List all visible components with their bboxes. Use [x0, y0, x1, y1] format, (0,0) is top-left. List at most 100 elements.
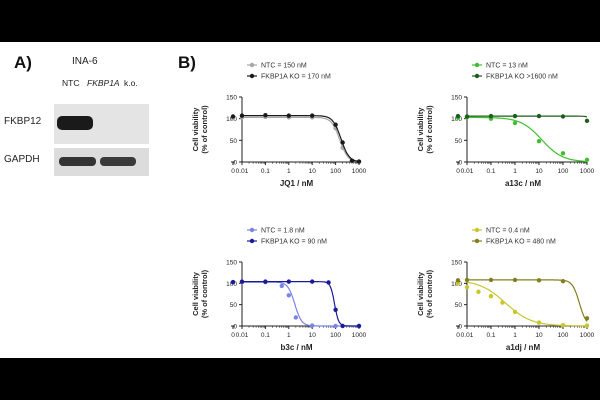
series-0-point [333, 323, 338, 329]
series-1-point [333, 122, 338, 127]
series-0-point [286, 293, 291, 298]
series-0-point [584, 323, 590, 328]
y-axis-label: Cell viability [191, 271, 200, 316]
y-tick-label: 150 [226, 95, 237, 102]
series-1-point [560, 114, 566, 119]
y-tick-label: 0 [458, 324, 462, 331]
x-tick-label: 1 [287, 168, 291, 175]
y-axis-label: Cell viability [416, 107, 425, 152]
legend-entry: NTC = 13 nM [486, 63, 528, 70]
cell-line-label: INA-6 [72, 56, 98, 67]
y-tick-label: 150 [226, 260, 237, 267]
series-0-fit-curve [242, 281, 359, 327]
panel-b-letter: B) [178, 53, 196, 72]
series-1-point [239, 279, 245, 284]
lane-label-fkbp1a: FKBP1A [87, 78, 120, 88]
x-tick-label: 10 [535, 332, 543, 339]
x-tick-label: 1000 [352, 168, 367, 175]
series-0-fit-curve [466, 281, 587, 327]
x-tick-label: 1000 [580, 168, 595, 175]
series-1-point [310, 279, 315, 284]
legend-entry: FKBP1A KO = 170 nM [261, 74, 331, 81]
series-1-point [340, 323, 345, 329]
legend-entry: FKBP1A KO >1600 nM [486, 74, 558, 81]
series-1-point [230, 114, 236, 119]
x-tick-label: 100 [558, 332, 569, 339]
series-1-point [349, 158, 355, 163]
series-0-point [464, 284, 470, 290]
x-tick-label: 1000 [580, 332, 595, 339]
series-1-point [333, 307, 338, 312]
x-tick-label: 0.1 [261, 168, 270, 175]
y-tick-label: 50 [455, 138, 463, 145]
bottom-black-bar [0, 358, 600, 400]
x-tick-label: 0 [231, 168, 235, 175]
series-1-point [464, 277, 470, 283]
y-axis-label-secondary: (% of control) [425, 269, 434, 318]
series-1-point [488, 113, 494, 119]
chart-b3c: 0 50 100 150 0 0.01 0.1 1 10 100 1000 b3c / nM Cell … [191, 228, 367, 353]
series-1-point [512, 277, 518, 283]
series-1-point [263, 113, 268, 118]
y-tick-label: 100 [226, 281, 237, 288]
x-tick-label: 10 [535, 168, 543, 175]
legend-marker [474, 227, 480, 233]
x-axis-label: b3c / nM [280, 343, 312, 352]
x-tick-label: 1 [513, 332, 517, 339]
x-tick-label: 100 [558, 168, 569, 175]
series-1-point [560, 279, 566, 284]
series-1-point [464, 114, 470, 119]
blot-band-gapdh-ko [100, 157, 136, 166]
row-label-fkbp12: FKBP12 [4, 116, 42, 127]
x-tick-label: 1000 [352, 332, 367, 339]
blot-band-fkbp12-ntc [57, 116, 93, 130]
series-1-point [340, 140, 345, 145]
series-1-point [263, 279, 268, 284]
y-tick-label: 150 [451, 95, 462, 102]
series-1-fit-curve [242, 281, 359, 327]
legend-marker [474, 238, 480, 244]
y-tick-label: 50 [230, 138, 238, 145]
series-0-point [536, 320, 542, 325]
legend-entry: NTC = 0.4 nM [486, 228, 530, 235]
x-tick-label: 0.01 [236, 168, 249, 175]
series-1-point [536, 113, 542, 119]
x-axis-label: a1dj / nM [506, 343, 541, 352]
series-1-point [286, 113, 291, 118]
series-1-fit-curve [467, 115, 588, 118]
x-tick-label: 10 [309, 168, 317, 175]
legend-marker [249, 238, 255, 244]
series-0-point [512, 309, 518, 315]
x-tick-label: 0.1 [261, 332, 270, 339]
panel-a: A) INA-6 NTC FKBP1A k.o. FKBP12 GAPDH [4, 53, 149, 176]
x-tick-label: 0 [456, 168, 460, 175]
series-0-point [536, 139, 542, 144]
legend-marker [249, 227, 255, 233]
legend-marker [474, 73, 480, 79]
top-black-bar [0, 0, 600, 42]
series-0-point [560, 151, 566, 156]
series-0-point [500, 300, 505, 305]
legend-entry: NTC = 150 nM [261, 63, 307, 70]
series-1-point [356, 159, 362, 164]
series-0-point [488, 293, 494, 299]
x-tick-label: 0.01 [236, 332, 249, 339]
x-tick-label: 0 [456, 332, 460, 339]
series-1-point [584, 118, 590, 124]
series-0-point [584, 157, 590, 163]
legend-marker [474, 62, 480, 68]
series-0-point [310, 323, 315, 328]
y-tick-label: 50 [230, 302, 238, 309]
series-0-point [512, 120, 518, 126]
series-1-point [512, 113, 518, 119]
x-tick-label: 0.1 [486, 168, 495, 175]
series-1-point [488, 277, 494, 283]
x-tick-label: 1 [513, 168, 517, 175]
x-tick-label: 10 [309, 332, 317, 339]
series-0-point [293, 315, 299, 320]
chart-a13c: 0 50 100 150 0 0.01 0.1 1 10 100 1000 a13c / nM Cell… [416, 63, 595, 189]
series-1-point [536, 278, 542, 283]
